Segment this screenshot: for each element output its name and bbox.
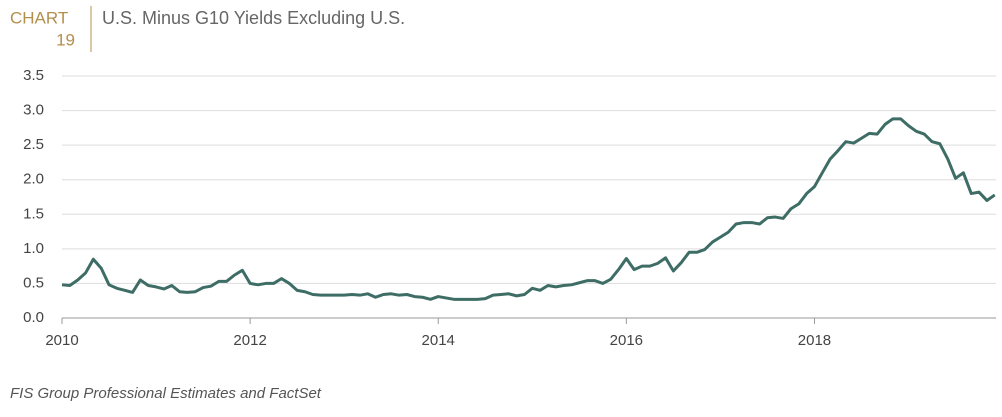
y-tick-label: 3.5 xyxy=(23,67,44,84)
source: FIS Group Professional Estimates and Fac… xyxy=(10,385,322,402)
y-tick-label: 2.5 xyxy=(23,136,44,153)
x-tick-label: 2014 xyxy=(422,332,455,349)
x-tick-label: 2016 xyxy=(610,332,643,349)
y-tick-label: 0.5 xyxy=(23,274,44,291)
x-tick-label: 2010 xyxy=(45,332,78,349)
y-tick-label: 1.5 xyxy=(23,205,44,222)
y-tick-label: 2.0 xyxy=(23,171,44,188)
y-tick-label: 0.0 xyxy=(23,309,44,326)
x-tick-label: 2018 xyxy=(798,332,831,349)
y-tick-label: 3.0 xyxy=(23,102,44,119)
chart-number: 19 xyxy=(56,30,75,49)
chart-title: U.S. Minus G10 Yields Excluding U.S. xyxy=(102,8,405,28)
y-tick-label: 1.0 xyxy=(23,240,44,257)
x-tick-label: 2012 xyxy=(233,332,266,349)
data-line xyxy=(61,117,996,301)
chart-label: CHART xyxy=(10,8,68,27)
